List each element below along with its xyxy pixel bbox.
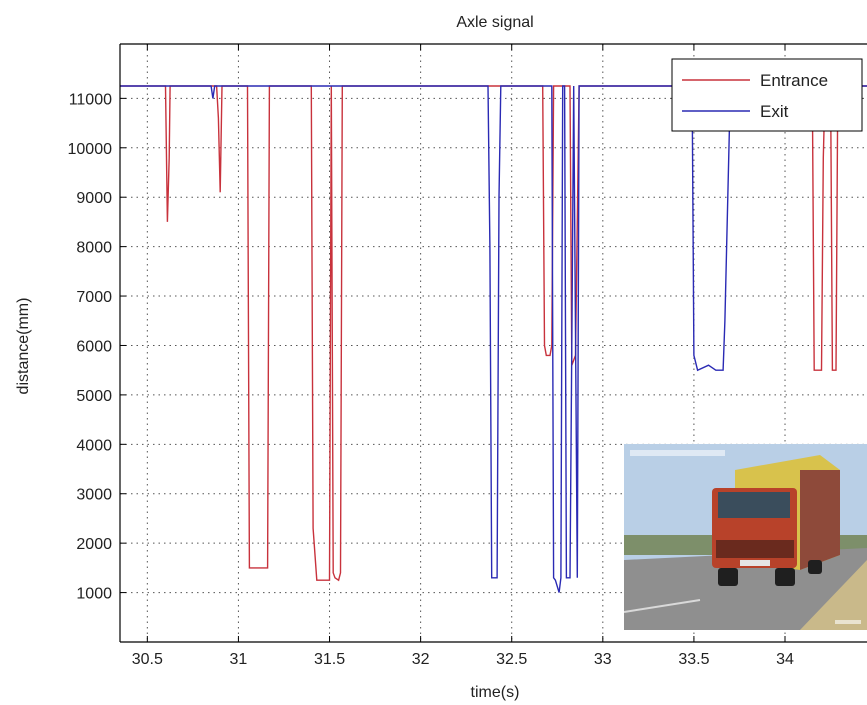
legend-exit-label: Exit <box>760 102 789 121</box>
ticks: 30.5 31 31.5 32 32.5 33 33.5 34 1000 2000 3000 4000… <box>68 44 794 668</box>
inset-truck-plate <box>740 560 770 566</box>
inset-truck-wheel-right <box>775 568 795 586</box>
y-tick-label: 1000 <box>76 586 112 603</box>
x-tick-label: 32.5 <box>496 651 527 668</box>
x-tick-label: 30.5 <box>132 651 163 668</box>
x-tick-label: 34 <box>776 651 794 668</box>
y-tick-label: 4000 <box>76 437 112 454</box>
x-axis-label: time(s) <box>471 684 520 701</box>
series-line-exit <box>120 85 867 593</box>
y-tick-label: 11000 <box>69 91 112 108</box>
inset-truck-wheel-rear <box>808 560 822 574</box>
y-tick-label: 2000 <box>76 536 112 553</box>
y-tick-label: 3000 <box>76 487 112 504</box>
y-tick-label: 8000 <box>76 240 112 257</box>
axes <box>119 43 867 643</box>
chart-title: Axle signal <box>456 14 533 31</box>
y-tick-label: 10000 <box>68 141 113 158</box>
y-tick-label: 9000 <box>76 190 112 207</box>
y-tick-label: 5000 <box>76 388 112 405</box>
y-axis-label: distance(mm) <box>15 298 32 395</box>
legend-box <box>671 58 863 132</box>
truck-photo-inset <box>624 444 867 630</box>
x-tick-label: 33.5 <box>678 651 709 668</box>
inset-shoulder <box>800 560 867 630</box>
y-tick-label: 6000 <box>76 338 112 355</box>
series-lines <box>120 85 867 593</box>
y-tick-label: 7000 <box>76 289 112 306</box>
inset-truck-wheel-left <box>718 568 738 586</box>
x-tick-label: 32 <box>412 651 430 668</box>
inset-watermark <box>835 620 861 624</box>
inset-timestamp-overlay <box>630 450 725 456</box>
inset-truck-windshield <box>718 492 790 518</box>
legend: Entrance Exit <box>671 58 863 132</box>
x-tick-label: 31 <box>230 651 248 668</box>
inset-road <box>624 548 867 630</box>
inset-lane-marking <box>624 599 701 613</box>
x-tick-label: 33 <box>594 651 612 668</box>
inset-truck-grille <box>716 540 794 558</box>
legend-entrance-label: Entrance <box>760 71 828 90</box>
x-tick-label: 31.5 <box>314 651 345 668</box>
inset-truck-side <box>800 470 840 570</box>
